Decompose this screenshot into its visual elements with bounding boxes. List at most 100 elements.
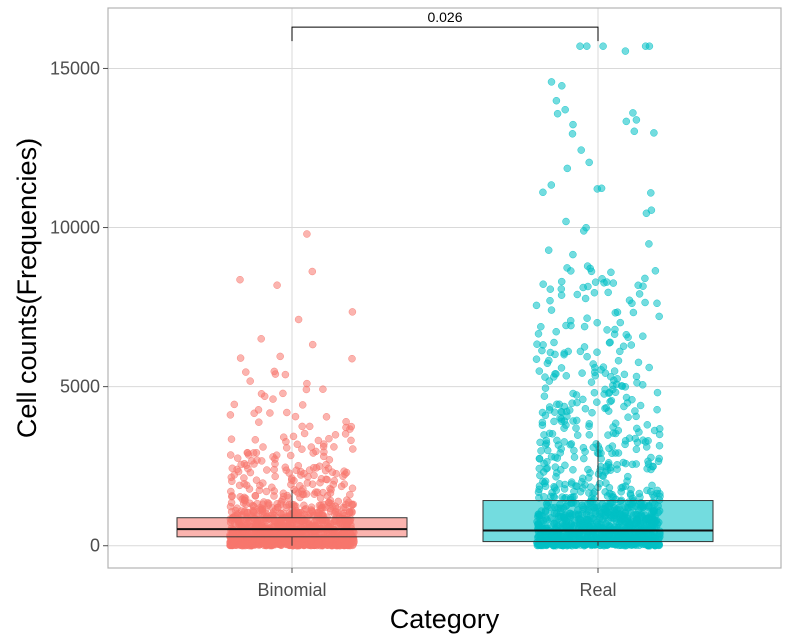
data-point (347, 422, 356, 431)
data-point (347, 436, 355, 445)
data-point (309, 449, 317, 457)
data-point (553, 436, 561, 445)
data-point (568, 130, 577, 138)
data-point (277, 509, 285, 518)
data-point (553, 109, 562, 118)
data-point (228, 477, 236, 486)
data-point (585, 431, 594, 439)
data-point (532, 355, 541, 363)
data-point (320, 500, 328, 509)
data-point (348, 484, 357, 493)
data-point (547, 452, 556, 461)
data-point (233, 454, 242, 462)
data-point (580, 322, 589, 331)
data-point (539, 341, 547, 349)
data-point (539, 188, 547, 197)
data-point (226, 411, 235, 419)
data-point (348, 500, 356, 509)
data-point (604, 459, 613, 467)
data-point (563, 264, 571, 272)
data-point (226, 451, 235, 459)
data-point (573, 431, 582, 439)
data-point (539, 280, 547, 288)
data-point (601, 488, 609, 496)
data-point (651, 267, 660, 275)
data-point (262, 487, 271, 496)
data-point (558, 82, 566, 90)
data-point (257, 335, 265, 343)
data-point (316, 494, 325, 502)
data-point (266, 409, 274, 417)
data-point (645, 240, 653, 248)
data-point (263, 466, 271, 474)
data-point (579, 474, 587, 483)
data-point (597, 455, 605, 463)
data-point (632, 372, 641, 381)
box (482, 500, 714, 543)
data-point (310, 471, 318, 480)
y-tick-label: 15000 (50, 58, 100, 78)
data-point (260, 498, 268, 506)
data-point (557, 277, 566, 286)
data-point (271, 460, 279, 468)
data-point (296, 493, 304, 502)
y-tick-label: 10000 (50, 218, 100, 238)
data-point (308, 340, 317, 349)
data-point (572, 416, 581, 425)
data-point (544, 246, 553, 254)
data-point (538, 418, 547, 427)
data-point (242, 481, 251, 489)
data-point (576, 347, 585, 356)
data-point (593, 318, 601, 327)
data-point (653, 299, 661, 308)
data-point (337, 482, 346, 491)
data-point (300, 429, 309, 438)
data-point (541, 384, 550, 392)
data-point (611, 429, 620, 438)
data-point (655, 312, 663, 321)
data-point (558, 493, 566, 501)
data-point (240, 474, 248, 482)
data-point (635, 428, 643, 436)
grid-lines (108, 8, 781, 568)
data-point (314, 539, 322, 548)
data-point (285, 509, 293, 517)
data-point (641, 298, 649, 307)
data-point (620, 402, 628, 411)
data-point (537, 322, 545, 331)
data-point (609, 279, 618, 287)
data-point (576, 487, 585, 496)
data-point (655, 425, 664, 433)
data-point (560, 424, 568, 432)
data-point (549, 492, 558, 501)
data-point (258, 504, 266, 513)
data-point (535, 367, 544, 375)
data-point (619, 342, 628, 351)
data-point (584, 282, 592, 291)
data-point (286, 451, 295, 460)
data-point (550, 338, 558, 347)
data-point (246, 377, 254, 385)
data-point (557, 415, 566, 423)
data-point (273, 281, 281, 289)
data-point (621, 383, 630, 391)
data-point (622, 393, 631, 402)
data-point (552, 327, 560, 336)
data-point (558, 408, 566, 416)
data-point (233, 465, 241, 474)
data-point (604, 288, 612, 297)
data-point (616, 318, 625, 327)
data-point (616, 347, 624, 356)
data-point (557, 364, 566, 372)
data-point (314, 436, 323, 445)
data-point (641, 274, 649, 283)
significance-annotation: 0.026 (291, 9, 599, 42)
significance-bracket (291, 26, 599, 42)
data-point (551, 370, 559, 378)
data-point (573, 398, 581, 407)
data-point (642, 209, 651, 218)
data-point (283, 408, 291, 417)
data-point (325, 434, 333, 443)
data-point (557, 285, 566, 293)
